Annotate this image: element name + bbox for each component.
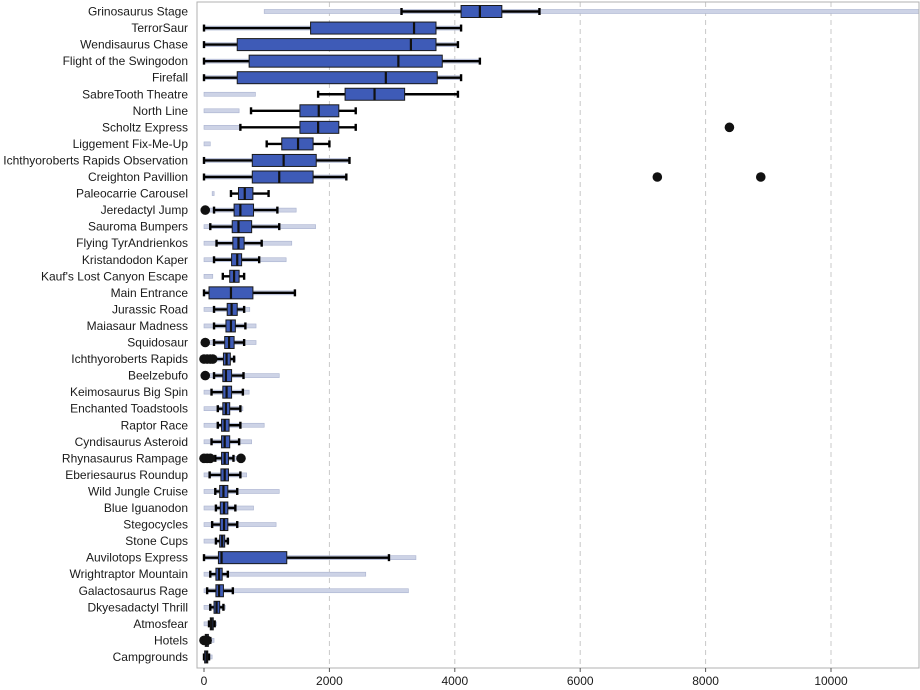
range-bar: [203, 489, 280, 494]
box: [233, 203, 255, 217]
category-label: Creighton Pavillion: [88, 170, 188, 184]
x-tick-labels: 0 2000 4000 6000 8000 10000: [201, 674, 848, 688]
range-bar: [203, 522, 277, 527]
category-label: Flight of the Swingodon: [63, 54, 188, 68]
category-label: Jeredactyl Jump: [101, 203, 189, 217]
category-label: Galactosaurus Rage: [79, 584, 189, 598]
category-label: Eberiesaurus Roundup: [65, 468, 188, 482]
category-label: Paleocarrie Carousel: [76, 187, 188, 201]
x-tick-label: 6000: [567, 674, 594, 688]
outlier-point: [200, 370, 211, 381]
x-tick-label: 2000: [316, 674, 343, 688]
range-bar: [203, 588, 409, 594]
x-tick-label: 0: [201, 674, 208, 688]
category-label: Cyndisaurus Asteroid: [75, 435, 188, 449]
category-label: Kauf's Lost Canyon Escape: [41, 269, 188, 283]
range-bar: [203, 108, 240, 114]
outlier-point: [652, 172, 663, 182]
outlier-point: [724, 122, 735, 133]
category-label: Beelzebufo: [128, 369, 188, 383]
category-label: Enchanted Toadstools: [70, 402, 188, 416]
range-bar: [203, 273, 214, 279]
category-label: Main Entrance: [111, 286, 189, 300]
category-label: Flying TyrAndrienkos: [76, 236, 188, 250]
box: [299, 120, 340, 134]
category-labels: Grinosaurus Stage TerrorSaur Wendisaurus C…: [3, 5, 188, 664]
outlier-point: [200, 205, 211, 215]
range-bar: [211, 191, 215, 196]
box: [217, 551, 288, 565]
category-label: Blue Iguanodon: [104, 501, 188, 515]
x-tick-label: 10000: [814, 674, 848, 688]
box: [248, 54, 443, 68]
box: [310, 21, 437, 35]
category-label: Kristandodon Kaper: [82, 253, 188, 267]
range-bar: [203, 91, 256, 97]
category-label: Wild Jungle Cruise: [88, 484, 188, 498]
category-label: Dkyesadactyl Thrill: [88, 600, 188, 614]
range-bar: [203, 125, 241, 130]
category-label: Squidosaur: [127, 336, 188, 350]
category-label: Ichthyoroberts Rapids: [71, 352, 188, 366]
category-label: Wrightraptor Mountain: [70, 567, 189, 581]
plot-frame: [196, 1, 920, 669]
box: [460, 5, 503, 18]
category-label: Keimosaurus Big Spin: [70, 385, 188, 399]
range-bar: [203, 141, 211, 147]
outlier-point: [205, 453, 216, 464]
outlier-point: [202, 635, 212, 646]
category-label: Auvilotops Express: [86, 551, 188, 565]
outlier-point: [236, 453, 246, 464]
category-label: Raptor Race: [121, 418, 189, 432]
category-label: Maiasaur Madness: [87, 319, 188, 333]
category-label: Campgrounds: [113, 650, 188, 664]
outlier-point: [200, 337, 211, 348]
category-label: Jurassic Road: [112, 302, 188, 316]
box: [222, 369, 233, 383]
box: [251, 170, 314, 184]
x-tick-label: 4000: [441, 674, 468, 688]
boxes: [204, 5, 503, 664]
outliers: [199, 122, 766, 646]
category-label: SabreTooth Theatre: [82, 87, 188, 101]
category-label: Hotels: [154, 633, 188, 647]
range-bar: [203, 571, 367, 577]
category-label: Firefall: [152, 71, 188, 85]
category-label: Stone Cups: [125, 534, 188, 548]
axes: [196, 1, 920, 672]
category-label: North Line: [133, 104, 189, 118]
category-label: TerrorSaur: [131, 21, 188, 35]
category-label: Liggement Fix-Me-Up: [73, 137, 189, 151]
outlier-point: [207, 354, 218, 364]
category-label: Stegocycles: [123, 518, 188, 532]
category-label: Wendisaurus Chase: [80, 38, 188, 52]
range-bar: [263, 9, 920, 14]
category-label: Ichthyoroberts Rapids Observation: [3, 153, 188, 167]
box: [231, 220, 253, 234]
category-label: Sauroma Bumpers: [88, 220, 188, 234]
x-tick-label: 8000: [692, 674, 719, 688]
outlier-point: [755, 172, 766, 182]
category-label: Grinosaurus Stage: [88, 5, 188, 19]
category-label: Scholtz Express: [102, 120, 188, 134]
category-label: Atmosfear: [133, 617, 188, 631]
box: [236, 71, 438, 85]
category-label: Rhynasaurus Rampage: [62, 451, 188, 465]
box: [236, 38, 437, 52]
